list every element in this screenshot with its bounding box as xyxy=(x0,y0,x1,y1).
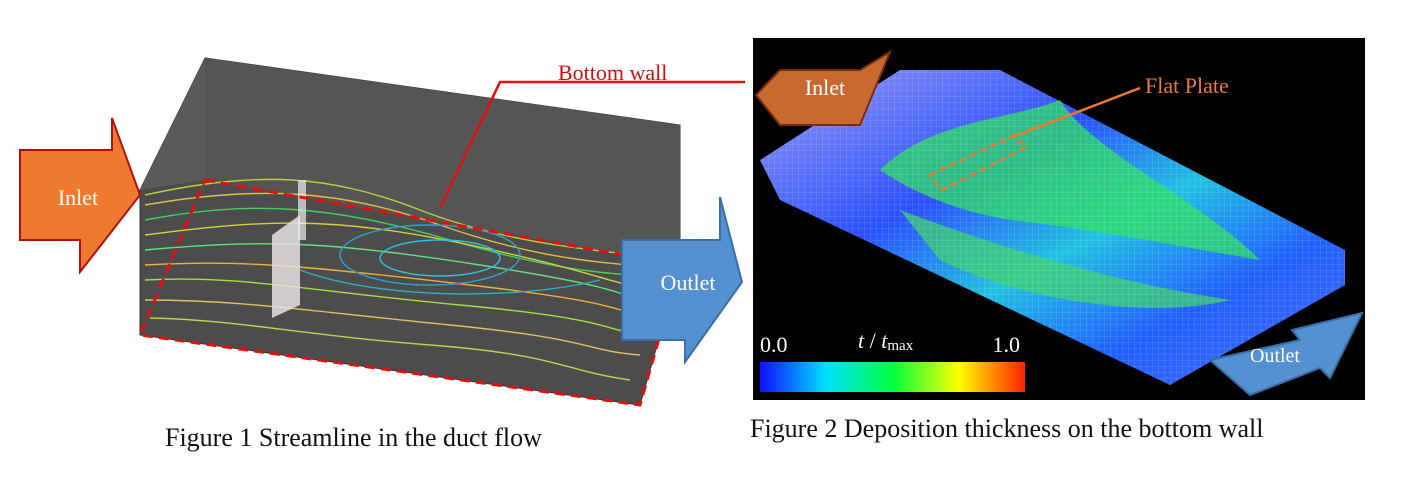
flat-plate-top xyxy=(298,180,306,240)
outlet-label: Outlet xyxy=(1250,345,1300,367)
bottom-wall-outline xyxy=(137,178,682,407)
colorbar-label: t / tmax xyxy=(858,328,914,354)
back-wall xyxy=(205,58,680,265)
outlet-arrow xyxy=(621,196,744,366)
figure-2: Flat Plate Inlet Outlet 0.0 1.0 t / tmax… xyxy=(750,38,1365,443)
separator: / xyxy=(864,328,881,353)
callout-label: Flat Plate xyxy=(1145,73,1229,98)
outlet-arrow xyxy=(1207,311,1364,397)
inlet-arrow xyxy=(754,49,893,126)
inlet-arrow xyxy=(19,117,142,275)
plate-outline xyxy=(928,133,1027,192)
streamlines xyxy=(144,178,661,381)
side-wall xyxy=(140,58,205,190)
colorbar-min: 0.0 xyxy=(760,332,788,357)
caption: Figure 2 Deposition thickness on the bot… xyxy=(750,414,1263,443)
mesh xyxy=(760,70,1345,385)
symbol: t xyxy=(858,328,865,353)
inlet-label: Inlet xyxy=(805,75,845,100)
outlet-label: Outlet xyxy=(661,270,716,295)
figure-1: Bottom wall Inlet Outlet Figure 1 Stream… xyxy=(19,57,745,452)
callout-line xyxy=(438,80,745,209)
callout-line xyxy=(1009,86,1141,140)
flat-plate xyxy=(272,215,300,318)
colorbar-max: 1.0 xyxy=(993,332,1021,357)
symbol2: t xyxy=(881,328,888,353)
inlet-label: Inlet xyxy=(58,185,98,210)
caption: Figure 1 Streamline in the duct flow xyxy=(165,423,542,452)
callout-label: Bottom wall xyxy=(558,60,667,85)
colorbar xyxy=(760,362,1025,392)
subscript: max xyxy=(887,338,913,354)
